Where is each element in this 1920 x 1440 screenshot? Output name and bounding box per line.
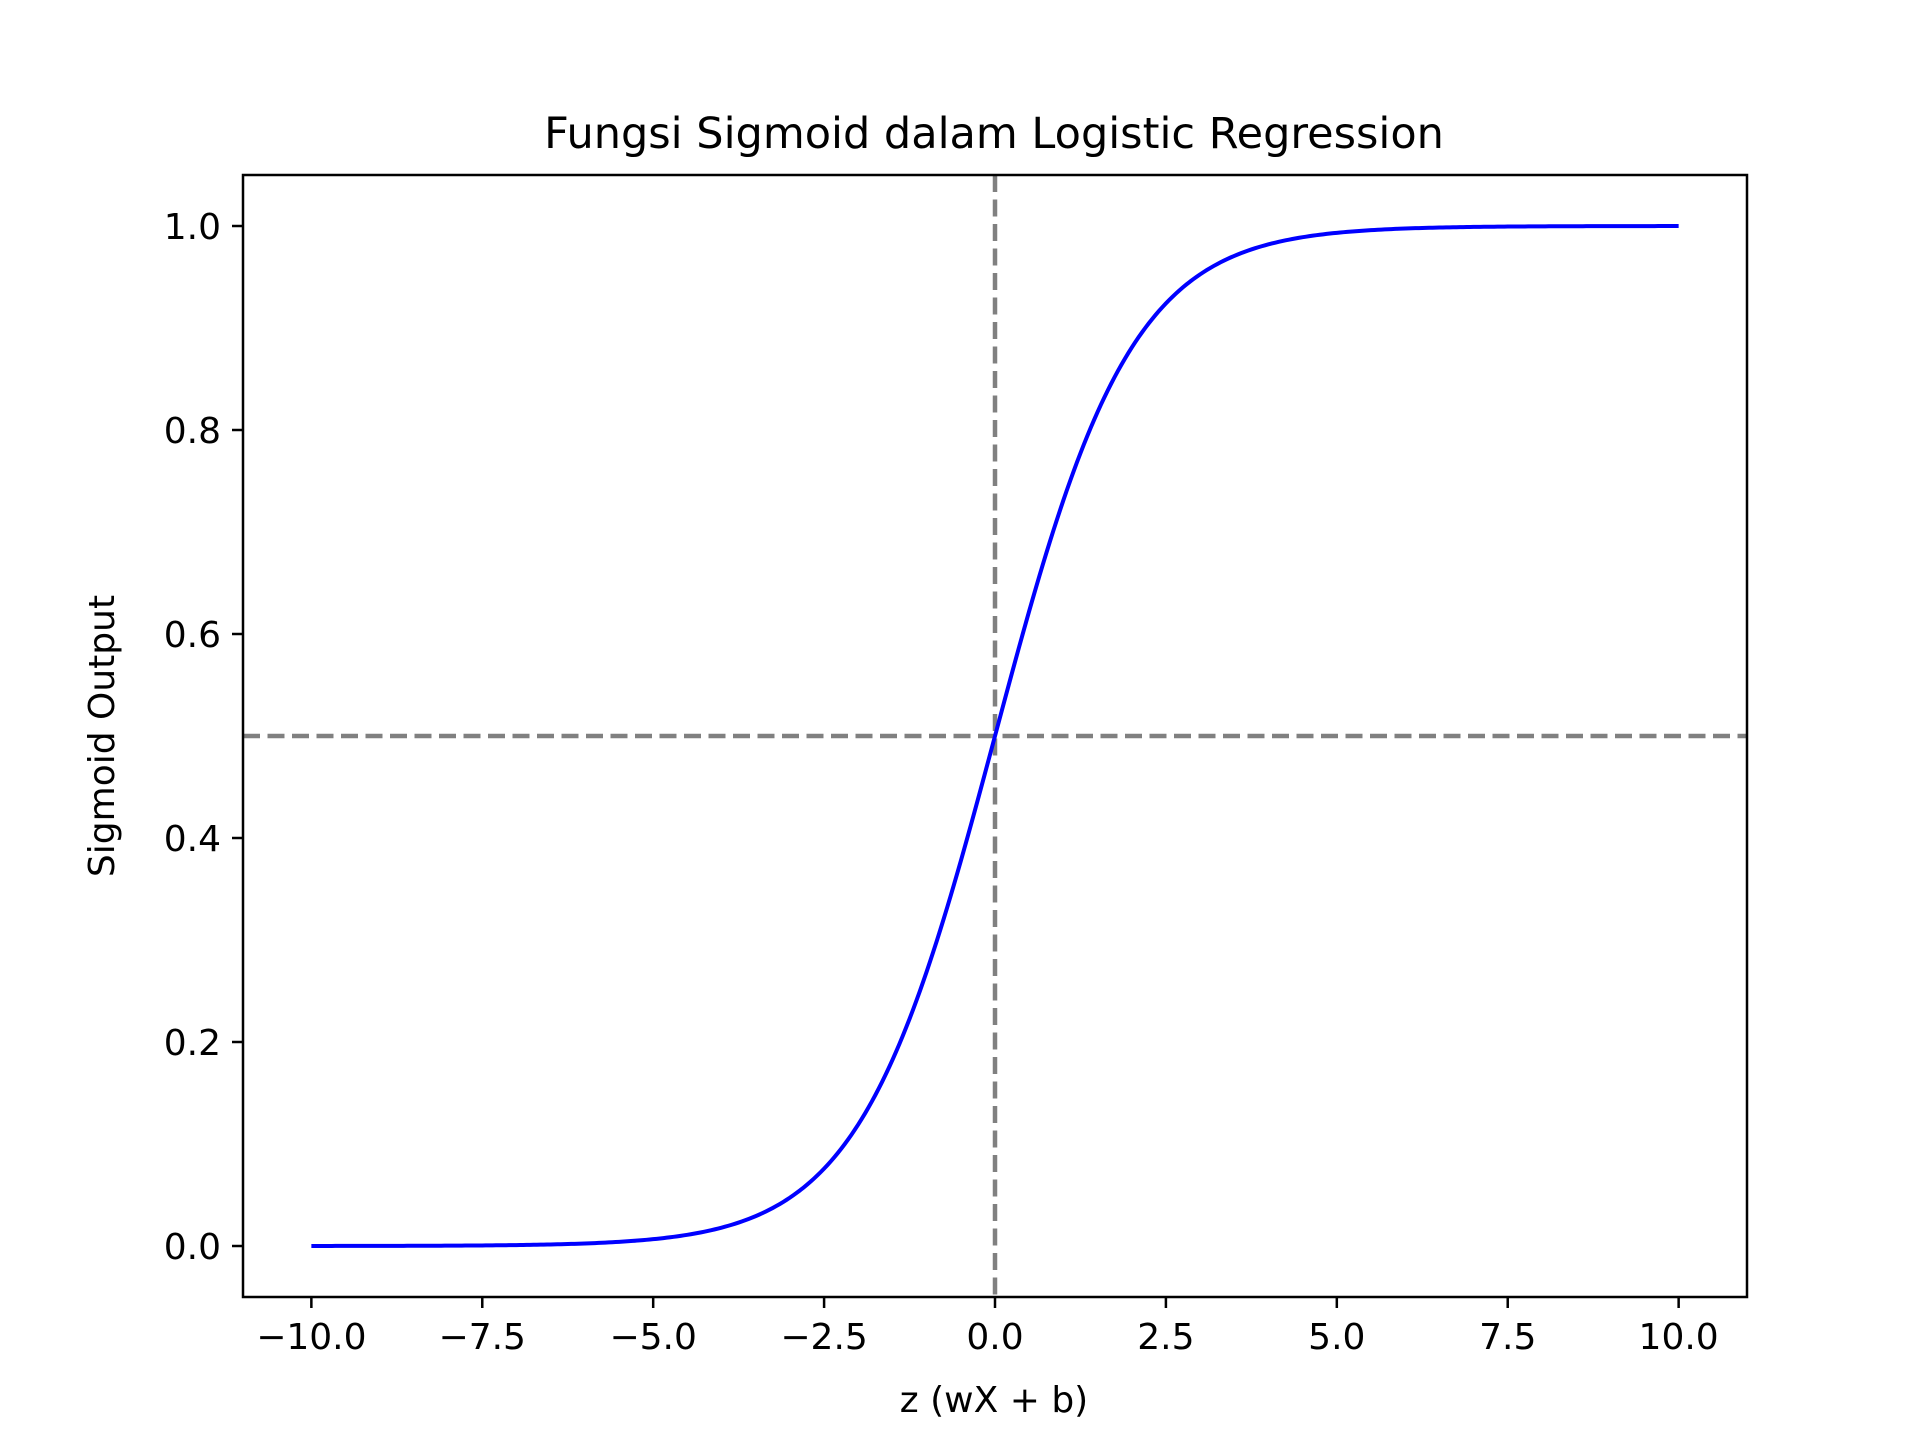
sigmoid-series-line xyxy=(311,224,1679,1248)
y-tick-label: 0.8 xyxy=(164,411,221,452)
y-tick-label: 0.4 xyxy=(164,819,221,860)
x-axis-label: z (wX + b) xyxy=(900,1380,1088,1421)
y-tick-label: 0.6 xyxy=(164,615,221,656)
y-tick-label: 0.0 xyxy=(164,1227,221,1268)
plot-area xyxy=(243,175,1747,1297)
plot-frame xyxy=(241,173,1749,1299)
x-tick-label: 10.0 xyxy=(1639,1317,1719,1358)
x-tick-label: −10.0 xyxy=(256,1317,366,1358)
x-tick-label: 2.5 xyxy=(1137,1317,1194,1358)
x-tick-label: −5.0 xyxy=(609,1317,696,1358)
x-tick-label: 0.0 xyxy=(966,1317,1023,1358)
y-axis-label: Sigmoid Output xyxy=(82,595,123,877)
y-tick-label: 0.2 xyxy=(164,1023,221,1064)
y-tick-label: 1.0 xyxy=(164,207,221,248)
x-axis-ticks: −10.0 −7.5 −5.0 −2.5 0.0 2.5 5.0 7.5 10.0 xyxy=(256,1297,1719,1358)
chart-title: Fungsi Sigmoid dalam Logistic Regression xyxy=(544,109,1444,159)
y-axis-ticks: 0.0 0.2 0.4 0.6 0.8 1.0 xyxy=(164,207,243,1268)
x-tick-label: 5.0 xyxy=(1308,1317,1365,1358)
x-tick-label: 7.5 xyxy=(1479,1317,1536,1358)
x-tick-label: −2.5 xyxy=(780,1317,867,1358)
x-tick-label: −7.5 xyxy=(439,1317,526,1358)
